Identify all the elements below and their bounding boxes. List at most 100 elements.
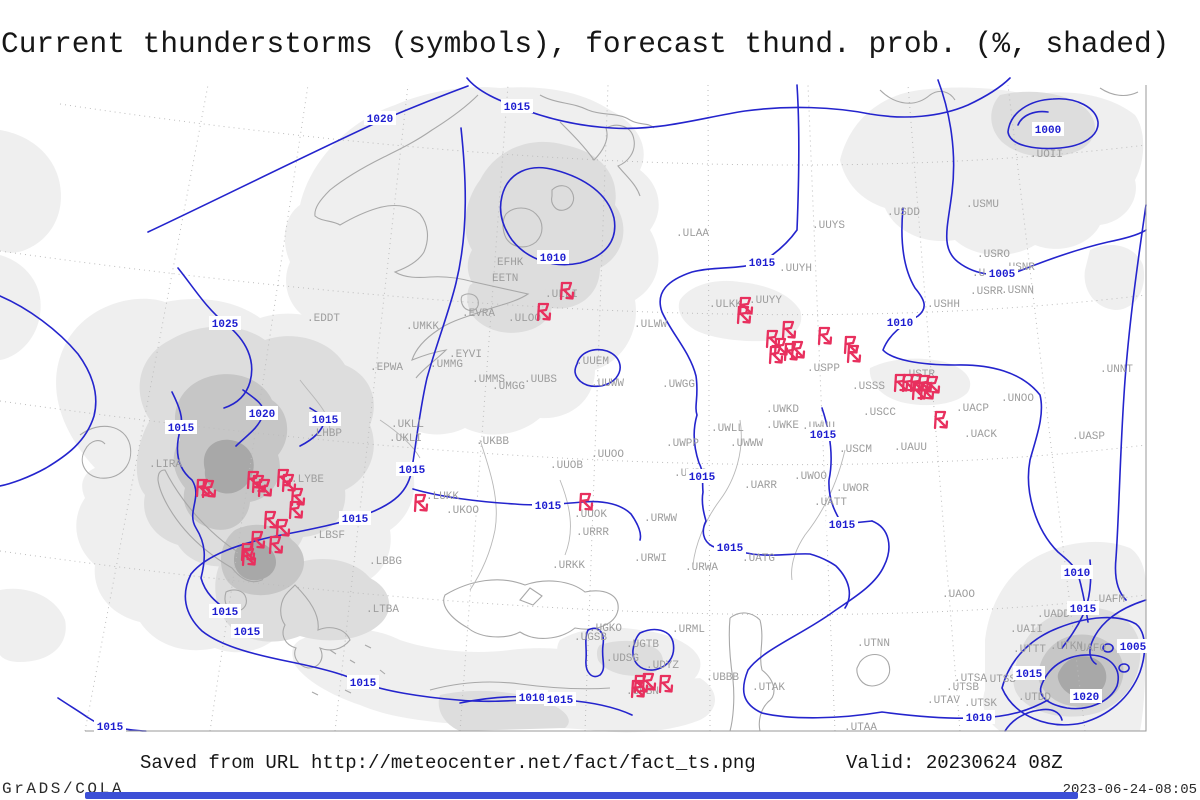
station-label: .UWWW <box>730 438 763 450</box>
contour-label-bg <box>364 111 396 125</box>
station-label: .UUEM <box>576 356 609 368</box>
station-label: .UARR <box>744 480 777 492</box>
map-frame <box>85 85 1147 732</box>
station-label: .USPP <box>807 363 840 375</box>
contour-label: 1015 <box>350 678 377 690</box>
station-label: .LTBA <box>366 604 399 616</box>
station-label: .USMU <box>966 199 999 211</box>
contour-label: 1010 <box>1064 568 1090 580</box>
station-label: .UATG <box>742 553 775 565</box>
contour-label: 1015 <box>749 258 776 270</box>
station-label: .UWLL <box>711 423 744 435</box>
contour-label-box <box>516 690 548 704</box>
station-label: .UUYH <box>779 263 812 275</box>
station-label: .UKOO <box>446 505 479 517</box>
contour-label: 1010 <box>887 318 913 330</box>
station-label: .LIRA <box>149 459 182 471</box>
contour-label-box <box>309 412 341 426</box>
station-label: .UTTT <box>1013 644 1046 656</box>
station-label: .ULKK <box>709 299 742 311</box>
contour-label-box <box>532 498 564 512</box>
station-label: .UGKO <box>589 623 622 635</box>
station-label: .UMGG <box>492 381 525 393</box>
station-label: .UUWW <box>591 378 624 390</box>
station-label: .URWI <box>634 553 667 565</box>
contour-label: 1020 <box>249 409 275 421</box>
contour-label-bg <box>94 719 126 733</box>
contour-label: 1015 <box>504 102 531 114</box>
station-label: .UTSS <box>983 674 1016 686</box>
station-label: .USCC <box>863 407 896 419</box>
station-label: .UUYY <box>749 295 782 307</box>
station-label: EETN <box>492 273 518 285</box>
station-label: EFHK <box>497 257 524 269</box>
contour-label: 1010 <box>519 693 545 705</box>
contour-label: 1015 <box>342 514 369 526</box>
contour-label: 1015 <box>829 520 856 532</box>
station-label: .UTSA <box>954 673 987 685</box>
station-label: .USRO <box>977 249 1010 261</box>
contour-label-bg <box>884 315 916 329</box>
coastlines <box>79 87 1139 732</box>
contour-label-box <box>396 462 428 476</box>
station-label: .UWGG <box>662 379 695 391</box>
station-label: .UUOB <box>550 460 583 472</box>
station-label: .UOII <box>1030 149 1063 161</box>
contour-label-bg <box>209 316 241 330</box>
contour-label: 1015 <box>1016 669 1043 681</box>
station-label: .UNNT <box>1100 364 1133 376</box>
station-label: .URWW <box>644 513 677 525</box>
station-label: .UUOO <box>591 449 624 461</box>
station-label: .UKLI <box>389 433 422 445</box>
station-labels-layer: .ULAAEFHKEETN.EVRA.ULLI.ULOO.ULWW.ULKK.U… <box>149 149 1133 734</box>
contour-label: 1015 <box>168 423 195 435</box>
station-label: .URRR <box>576 527 609 539</box>
contour-label: 1020 <box>367 114 393 126</box>
station-label: .UMMS <box>472 374 505 386</box>
station-label: .UTDD <box>1018 692 1051 704</box>
station-label: .UTSB <box>946 682 979 694</box>
station-label: .UAII <box>1010 624 1043 636</box>
station-label: .UTKN <box>1050 641 1083 653</box>
thunderstorm-symbol <box>933 410 949 430</box>
station-label: .LHBP <box>309 428 342 440</box>
station-label: .UAOO <box>942 589 975 601</box>
contour-label: 1015 <box>399 465 426 477</box>
contour-label: 1010 <box>540 253 566 265</box>
station-label: .UWPP <box>666 438 699 450</box>
station-label: .UTAA <box>844 722 877 734</box>
contour-label-box <box>165 420 197 434</box>
contour-label-box <box>537 250 569 264</box>
contour-label: 1015 <box>547 695 574 707</box>
station-label: .LBBG <box>369 556 402 568</box>
contour-label-box <box>544 692 576 706</box>
contour-label-bg <box>1067 601 1099 615</box>
contour-label: 1010 <box>966 713 992 725</box>
station-label: .LYBE <box>291 474 324 486</box>
contour-label: 1015 <box>312 415 339 427</box>
station-label: .USHH <box>927 299 960 311</box>
contour-label-box <box>347 675 379 689</box>
station-label: .UTAK <box>752 682 785 694</box>
station-label: .EPWA <box>370 362 403 374</box>
station-label: .USCM <box>839 444 872 456</box>
station-label: .UGTB <box>626 639 659 651</box>
horizontal-scrollbar-thumb[interactable] <box>85 792 1078 799</box>
station-label: .UNOO <box>1001 393 1034 405</box>
contour-label-bg <box>826 517 858 531</box>
contour-label-bg <box>807 427 839 441</box>
graticule <box>0 84 1147 732</box>
station-label: .UASP <box>1072 431 1105 443</box>
station-label: .EYVI <box>449 349 482 361</box>
contour-label: 1015 <box>717 543 744 555</box>
station-label: .UBBB <box>706 672 739 684</box>
station-label: .USNN <box>1001 285 1034 297</box>
station-label: .UMKK <box>406 321 439 333</box>
station-label: .USRR <box>970 286 1003 298</box>
station-label: .URML <box>672 624 705 636</box>
station-label: .USSS <box>852 381 885 393</box>
contour-label: 1015 <box>212 607 239 619</box>
station-label: .UUBS <box>524 374 557 386</box>
